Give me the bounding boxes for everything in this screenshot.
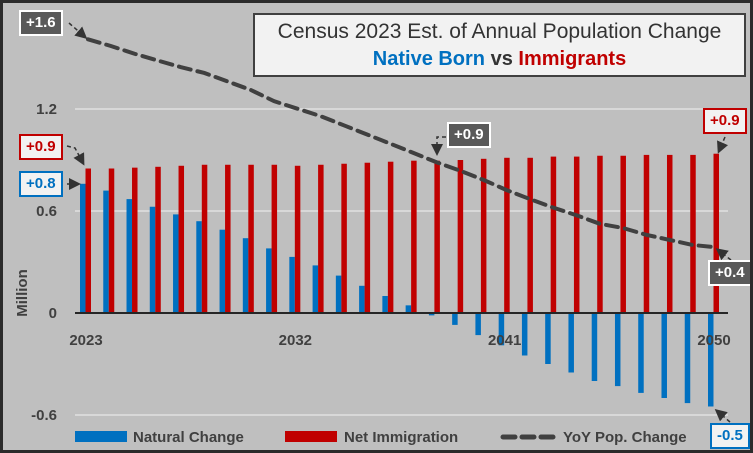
bar-net-immigration	[573, 156, 580, 313]
annotation-yoy-start: +1.6	[19, 10, 63, 36]
bar-natural-change	[126, 199, 133, 313]
bar-net-immigration	[550, 156, 557, 313]
bar-natural-change	[335, 275, 342, 313]
chart-subtitle: Native Born vs Immigrants	[255, 48, 744, 71]
bar-net-immigration	[690, 154, 696, 313]
x-tick-label: 2041	[488, 332, 521, 349]
y-tick-label: 0	[49, 305, 57, 322]
legend-swatch-natural	[75, 431, 127, 442]
bar-net-immigration	[108, 168, 115, 313]
bar-natural-change	[266, 248, 272, 313]
bar-natural-change	[196, 221, 202, 313]
bar-natural-change	[173, 214, 179, 313]
bar-net-immigration	[597, 155, 603, 313]
bar-natural-change	[521, 313, 528, 356]
bar-net-immigration	[201, 164, 208, 313]
annotation-immigration-end: +0.9	[703, 108, 747, 134]
legend-label-yoy: YoY Pop. Change	[563, 429, 687, 446]
y-axis-label: Million	[14, 269, 31, 317]
arrow-yoy-start	[68, 22, 88, 39]
subtitle-native: Native Born	[372, 48, 486, 70]
x-tick-label: 2032	[279, 332, 312, 349]
bar-net-immigration	[248, 164, 254, 313]
arrow-natural-end	[714, 409, 731, 423]
legend-label-immigration: Net Immigration	[344, 429, 458, 446]
bar-natural-change	[359, 285, 365, 313]
arrow-immigration-start	[66, 145, 85, 166]
bar-natural-change	[638, 313, 644, 393]
bar-net-immigration	[132, 167, 138, 313]
bar-natural-change	[80, 183, 86, 313]
subtitle-vs: vs	[485, 48, 519, 70]
y-tick-label: 0.6	[36, 203, 57, 220]
bar-net-immigration	[411, 160, 417, 313]
annotation-natural-end: -0.5	[710, 423, 750, 449]
annotation-yoy-end: +0.4	[708, 260, 750, 286]
arrow-yoy-end	[715, 248, 732, 261]
bar-net-immigration	[225, 164, 231, 313]
subtitle-immigrants: Immigrants	[518, 48, 627, 70]
bar-natural-change	[614, 313, 621, 387]
bar-net-immigration	[666, 154, 673, 313]
bar-natural-change	[289, 256, 295, 313]
chart-title-box: Census 2023 Est. of Annual Population Ch…	[253, 13, 746, 77]
bar-net-immigration	[318, 164, 324, 313]
bar-net-immigration	[713, 153, 719, 313]
bar-net-immigration	[504, 157, 510, 313]
bar-natural-change	[498, 313, 505, 346]
line-yoy-pop-change	[86, 37, 718, 250]
arrow-immigration-end	[717, 136, 729, 154]
bar-natural-change	[382, 296, 388, 313]
bar-natural-change	[475, 313, 481, 336]
bar-natural-change	[312, 265, 319, 313]
arrow-yoy-mid	[431, 136, 446, 156]
annotation-yoy-mid: +0.9	[447, 122, 491, 148]
bar-net-immigration	[387, 161, 394, 313]
bar-natural-change	[219, 229, 226, 313]
bar-net-immigration	[294, 165, 301, 313]
bar-net-immigration	[341, 163, 347, 313]
bar-natural-change	[661, 313, 667, 398]
bar-natural-change	[708, 313, 714, 407]
annotation-natural-start: +0.8	[19, 171, 63, 197]
legend-label-natural: Natural Change	[133, 429, 244, 446]
bar-natural-change	[452, 313, 458, 325]
x-tick-label: 2050	[697, 332, 730, 349]
y-tick-label: -0.6	[31, 407, 57, 424]
bar-natural-change	[149, 206, 156, 313]
bar-net-immigration	[271, 164, 278, 313]
bar-natural-change	[242, 238, 249, 313]
annotation-immigration-start: +0.9	[19, 134, 63, 160]
legend-swatch-immigration	[285, 431, 337, 442]
bar-natural-change	[103, 190, 109, 313]
bar-net-immigration	[620, 155, 626, 313]
bar-net-immigration	[364, 162, 371, 313]
bar-natural-change	[591, 313, 598, 381]
chart-title: Census 2023 Est. of Annual Population Ch…	[277, 20, 722, 43]
bar-net-immigration	[85, 168, 91, 313]
bar-net-immigration	[457, 160, 464, 313]
bar-natural-change	[545, 313, 551, 364]
bar-natural-change	[428, 313, 435, 316]
x-tick-label: 2023	[69, 332, 102, 349]
bar-net-immigration	[527, 157, 533, 313]
bar-net-immigration	[480, 158, 487, 313]
bar-net-immigration	[155, 166, 161, 313]
chart-plot: 1.2 0.6 0 -0.6 Million 2023 2032 2041 2050 Natura…	[14, 22, 732, 446]
bar-natural-change	[405, 305, 412, 313]
y-tick-label: 1.2	[36, 101, 57, 118]
bar-natural-change	[568, 313, 574, 373]
bar-net-immigration	[434, 160, 440, 313]
bar-natural-change	[684, 313, 691, 404]
bar-net-immigration	[178, 165, 185, 313]
